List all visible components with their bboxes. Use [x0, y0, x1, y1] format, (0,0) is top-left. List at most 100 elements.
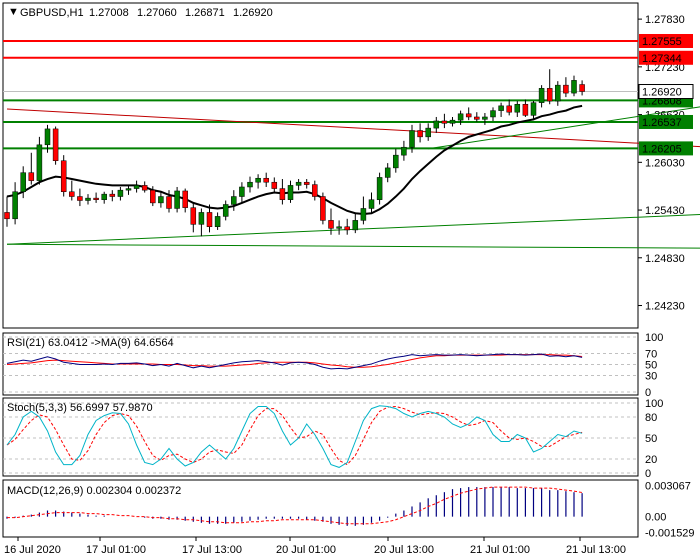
candle-body [85, 197, 91, 201]
ohlc-open: 1.27008 [89, 7, 129, 19]
candle-body [320, 196, 326, 221]
indicator-axis-label: 50 [645, 360, 657, 372]
resistance-price-label: 1.27344 [642, 53, 682, 65]
macd-axis-label: -0.001529 [645, 527, 695, 539]
indicator-axis-label: 100 [645, 332, 663, 344]
trendline [6, 243, 700, 249]
candle-body [198, 212, 205, 225]
candle-body [206, 212, 213, 228]
candle-body [376, 177, 383, 200]
candle-body [28, 172, 35, 181]
price-axis-label: 1.24830 [645, 253, 685, 265]
candle-body [239, 186, 245, 197]
indicator-axis-label: 80 [645, 412, 657, 424]
indicator-axis-label: 70 [645, 349, 657, 361]
resistance-price-label: 1.27555 [642, 36, 682, 48]
candles [4, 69, 585, 237]
indicator-axis-label: 0 [645, 468, 651, 480]
candle-body [101, 193, 107, 200]
candle-body [52, 128, 59, 161]
candle-body [4, 212, 10, 220]
ohlc-high: 1.27060 [137, 7, 177, 19]
candle-body [182, 190, 188, 208]
candle-body [93, 197, 99, 200]
axis-labels: 1.278301.272301.266301.260301.254301.248… [4, 14, 695, 556]
indicator-axis-label: 100 [645, 398, 663, 410]
candle-body [546, 88, 553, 102]
candle-body [44, 128, 51, 146]
candle-body [441, 120, 448, 124]
candle-body [530, 102, 537, 116]
price-axis-label: 1.26030 [645, 157, 685, 169]
indicator-axis-label: 20 [645, 454, 657, 466]
candle-body [457, 113, 464, 121]
candle-body [563, 84, 569, 94]
chart-title-icon: ▼ [8, 6, 19, 18]
price-axis-label: 1.27230 [645, 62, 685, 74]
candle-body [474, 116, 480, 120]
indicator-axis-label: 50 [645, 433, 657, 445]
stoch-panel-frame [2, 397, 639, 477]
candle-body [77, 196, 83, 201]
x-axis-label: 20 Jul 13:00 [374, 544, 434, 556]
candle-body [498, 105, 504, 111]
macd-panel-frame [2, 479, 639, 538]
macd-label: MACD(12,26,9) 0.002304 0.002372 [7, 485, 181, 497]
rsi-label: RSI(21) 63.0412 ->MA(9) 64.6564 [7, 337, 174, 349]
support-price-tag [639, 141, 693, 156]
candle-body [190, 207, 197, 225]
candle-body [166, 196, 172, 209]
candle-body [384, 167, 391, 178]
candle-body [60, 160, 67, 193]
moving-average [6, 104, 583, 216]
level-lines [3, 39, 638, 150]
indicator-axis-label: 30 [645, 371, 657, 383]
candle-body [409, 130, 415, 148]
candle-body [222, 204, 229, 217]
candle-body [336, 226, 342, 229]
candle-body [12, 191, 18, 220]
candle-body [538, 88, 545, 103]
resistance-price-tag [639, 33, 693, 48]
candle-body [417, 130, 423, 138]
candle-body [352, 220, 359, 231]
candle-body [295, 181, 302, 186]
candle-body [368, 199, 375, 209]
candle-body [247, 181, 253, 188]
x-axis-label: 17 Jul 13:00 [182, 544, 242, 556]
x-axis-label: 16 Jul 2020 [4, 544, 61, 556]
candle-body [393, 154, 399, 169]
moving-average-line [6, 104, 583, 216]
candle-body [506, 105, 512, 113]
rsi-line [6, 353, 583, 370]
trendline [428, 106, 700, 150]
candle-body [214, 216, 221, 228]
candle-body [328, 220, 334, 229]
candle-body [433, 120, 440, 129]
candle-body [312, 184, 318, 197]
candle-body [150, 189, 156, 204]
price-axis-label: 1.27830 [645, 14, 685, 26]
candle-body [158, 196, 164, 204]
stoch-main-line [6, 405, 583, 468]
candle-body [465, 113, 472, 118]
candle-body [69, 191, 75, 197]
chart-symbol: GBPUSD,H1 [20, 7, 84, 19]
candle-body [522, 103, 529, 116]
candle-body [571, 80, 577, 94]
candle-body [449, 119, 456, 124]
trendline [6, 108, 700, 148]
stoch-label: Stoch(5,3,3) 56.6997 57.9870 [7, 402, 153, 414]
candle-body [482, 116, 488, 120]
indicator-lines [3, 336, 638, 526]
ohlc-low: 1.26871 [185, 7, 225, 19]
resistance-price-tag [639, 50, 693, 65]
candle-body [401, 146, 407, 156]
candle-body [555, 84, 561, 102]
candle-body [133, 185, 140, 189]
candle-body [109, 193, 116, 197]
candle-body [141, 185, 148, 191]
candle-body [36, 144, 43, 181]
